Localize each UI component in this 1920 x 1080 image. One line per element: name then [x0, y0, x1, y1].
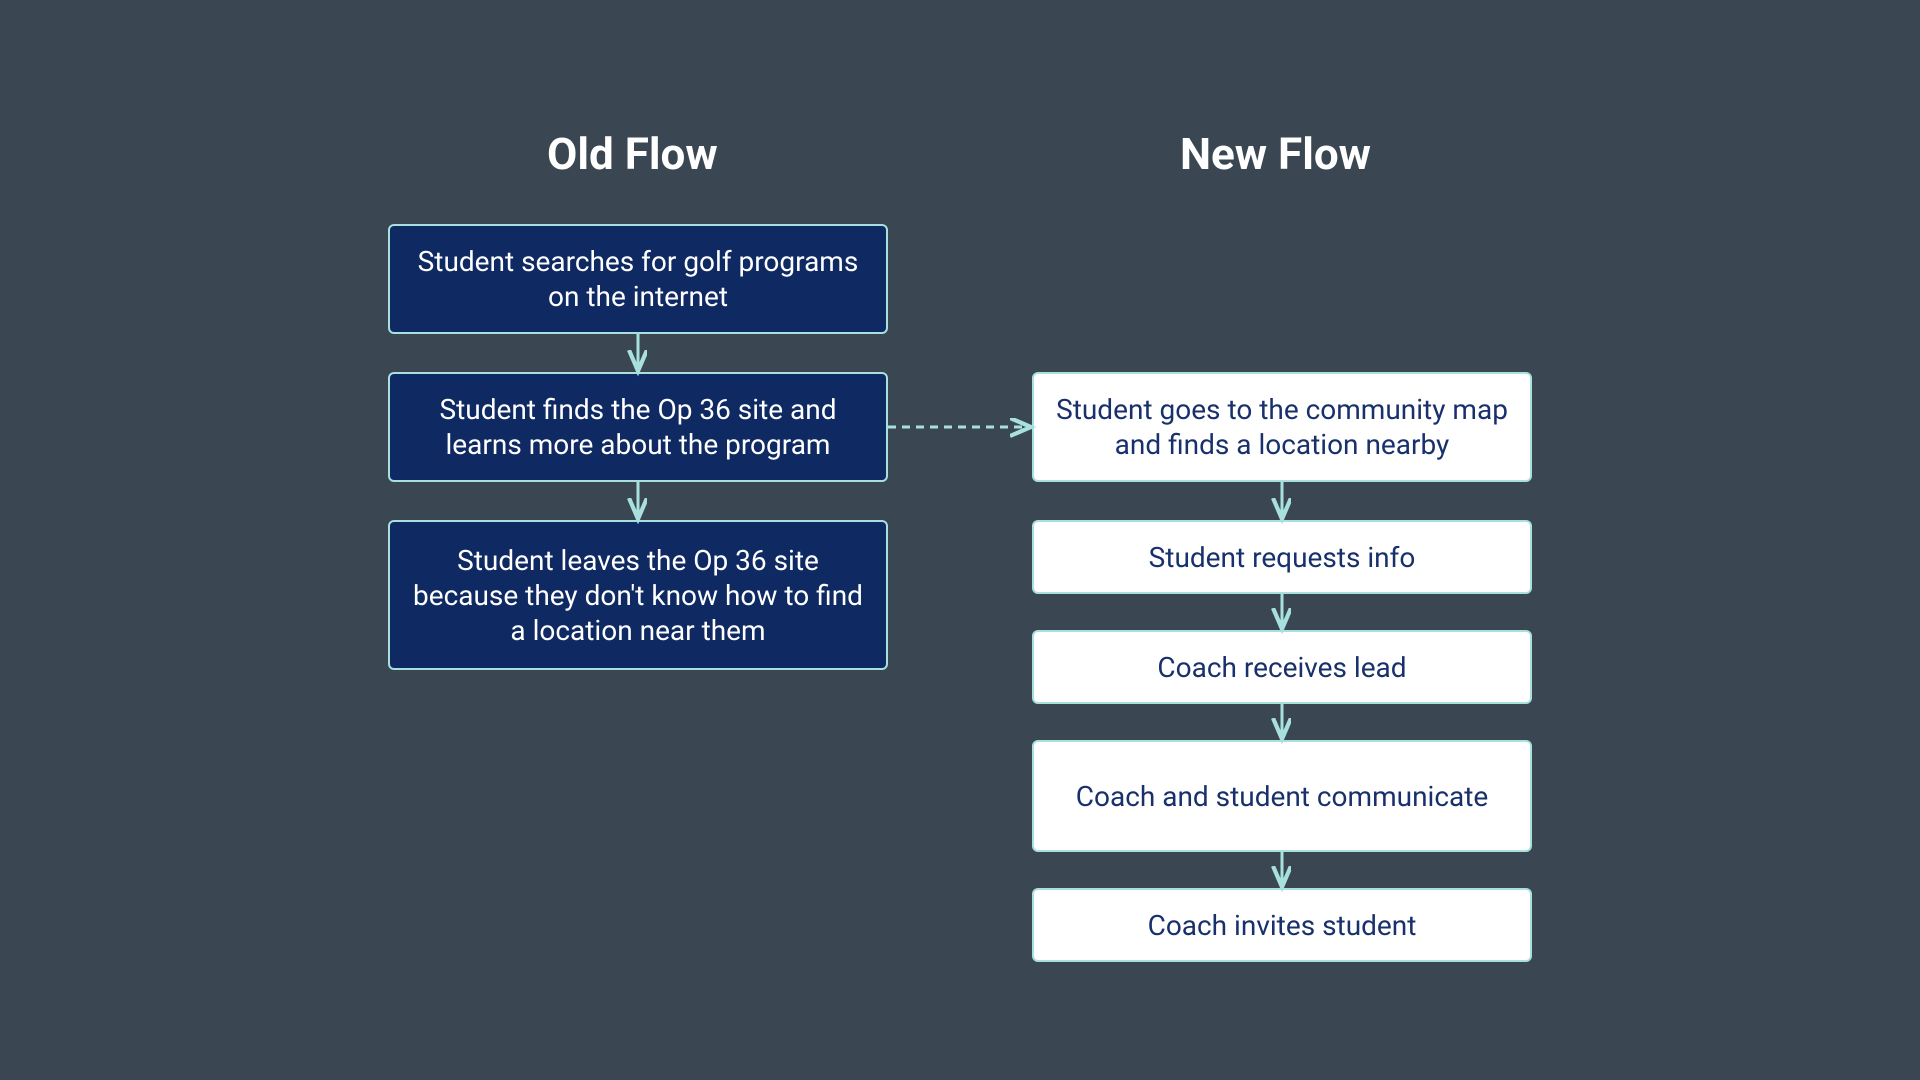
new-flow-node-5: Coach invites student	[1032, 888, 1532, 962]
new-flow-node-4: Coach and student communicate	[1032, 740, 1532, 852]
heading-new-flow: New Flow	[1180, 128, 1371, 180]
new-flow-node-1: Student goes to the community map and fi…	[1032, 372, 1532, 482]
old-flow-node-3: Student leaves the Op 36 site because th…	[388, 520, 888, 670]
new-flow-node-3: Coach receives lead	[1032, 630, 1532, 704]
heading-old-flow: Old Flow	[547, 128, 718, 180]
old-flow-node-1: Student searches for golf programs on th…	[388, 224, 888, 334]
new-flow-node-2: Student requests info	[1032, 520, 1532, 594]
diagram-canvas: Old Flow New Flow Student searches for g…	[0, 0, 1920, 1080]
old-flow-node-2: Student finds the Op 36 site and learns …	[388, 372, 888, 482]
arrow-layer	[0, 0, 1920, 1080]
